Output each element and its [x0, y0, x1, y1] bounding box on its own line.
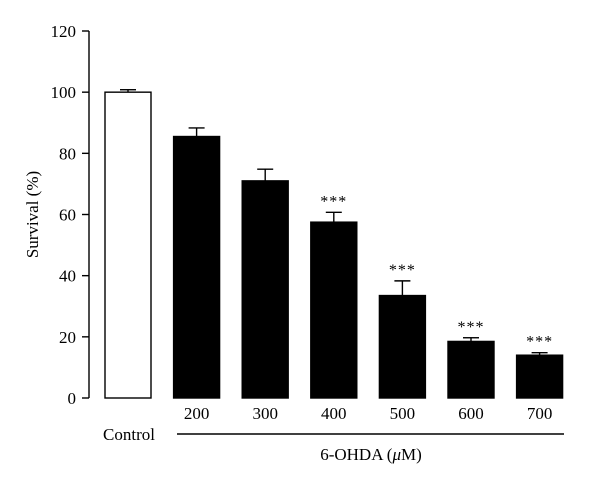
bar-400 [310, 221, 358, 399]
x-tick-label: 600 [458, 404, 484, 423]
x-tick-label: 400 [321, 404, 347, 423]
y-tick-label: 100 [51, 83, 77, 102]
y-tick-label: 40 [59, 267, 76, 286]
x-tick-label: 300 [252, 404, 278, 423]
bar-700 [515, 354, 564, 399]
x-tick-label: 700 [527, 404, 553, 423]
y-tick-label: 20 [59, 328, 76, 347]
x-axis-title-part: M) [401, 445, 422, 464]
y-axis: 0 20 40 60 80 100 120 [51, 22, 90, 408]
bar-control [104, 91, 152, 399]
significance-mark: *** [458, 319, 485, 336]
bar-500 [378, 294, 427, 399]
x-axis-title: 6-OHDA (μM) [320, 445, 422, 464]
x-axis-title-mu: μ [391, 445, 401, 464]
y-tick-label: 0 [68, 389, 77, 408]
significance-marks-group: *** *** *** *** [320, 193, 553, 351]
x-axis-title-part: 6-OHDA ( [320, 445, 393, 464]
error-bars-group [120, 89, 548, 356]
bar-300 [241, 180, 289, 399]
significance-mark: *** [389, 262, 416, 279]
bar-200 [172, 135, 221, 399]
y-tick-label: 80 [59, 144, 76, 163]
x-tick-label: 500 [390, 404, 416, 423]
y-tick-label: 60 [59, 206, 76, 225]
significance-mark: *** [320, 193, 347, 210]
y-tick-label: 120 [51, 22, 77, 41]
x-tick-labels-group: 200 300 400 500 600 700 Control [103, 404, 552, 444]
x-tick-label: 200 [184, 404, 210, 423]
significance-mark: *** [526, 334, 553, 351]
bar-600 [447, 340, 495, 399]
x-axis-title-group: 6-OHDA (μM) [177, 433, 564, 464]
y-axis-title: Survival (%) [23, 171, 42, 258]
bars-group [104, 91, 564, 399]
x-tick-label-control: Control [103, 425, 155, 444]
